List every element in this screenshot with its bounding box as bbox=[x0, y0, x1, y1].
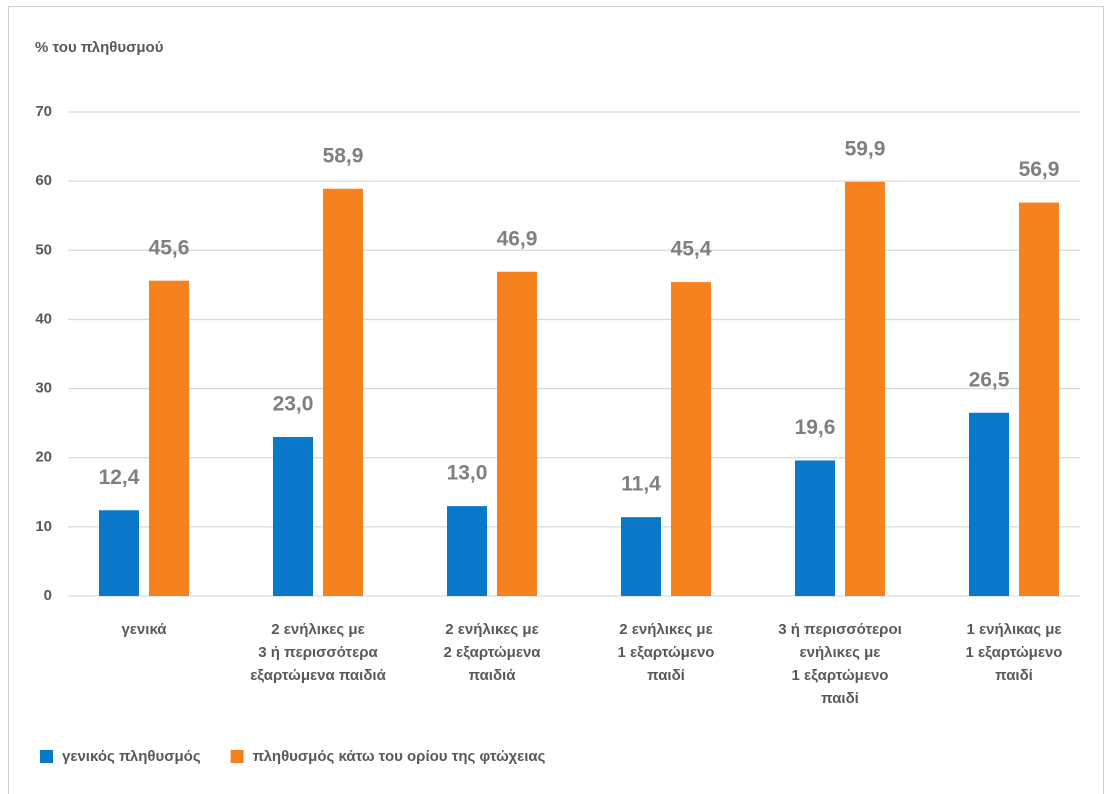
legend-label: γενικός πληθυσμός bbox=[62, 748, 201, 765]
bar bbox=[845, 181, 885, 596]
value-label: 46,9 bbox=[497, 227, 538, 250]
bar bbox=[447, 506, 487, 596]
bar bbox=[149, 280, 189, 596]
y-tick-label: 10 bbox=[35, 518, 52, 535]
value-label: 12,4 bbox=[99, 466, 140, 489]
legend-swatch bbox=[230, 750, 244, 763]
x-tick-label: 3 ή περισσότεροι ενήλικες με 1 εξαρτώμενο π… bbox=[778, 621, 902, 707]
value-label: 45,6 bbox=[149, 236, 190, 259]
value-label: 58,9 bbox=[323, 144, 364, 167]
y-tick-label: 60 bbox=[35, 172, 52, 189]
value-label: 56,9 bbox=[1019, 158, 1060, 181]
value-label: 19,6 bbox=[795, 416, 836, 439]
bar bbox=[1019, 202, 1059, 596]
x-tick-label: 1 ενήλικας με 1 εξαρτώμενο παιδί bbox=[966, 621, 1063, 684]
value-label: 23,0 bbox=[273, 393, 314, 416]
bar bbox=[795, 460, 835, 596]
y-tick-label: 30 bbox=[35, 380, 52, 397]
frame bbox=[8, 6, 1104, 794]
legend-label: πληθυσμός κάτω του ορίου της φτώχειας bbox=[253, 748, 546, 765]
bar bbox=[969, 412, 1009, 596]
bar bbox=[99, 510, 139, 596]
x-tick-label: 2 ενήλικες με 2 εξαρτώμενα παιδιά bbox=[443, 621, 541, 684]
x-tick-label: 2 ενήλικες με 3 ή περισσότερα εξαρτώμενα π… bbox=[250, 621, 386, 684]
value-label: 11,4 bbox=[621, 473, 661, 496]
x-tick-label: 2 ενήλικες με 1 εξαρτώμενο παιδί bbox=[618, 621, 715, 684]
y-tick-label: 70 bbox=[35, 103, 52, 120]
bar bbox=[497, 271, 537, 596]
y-axis-title: % του πληθυσμού bbox=[35, 39, 164, 56]
y-tick-label: 50 bbox=[35, 241, 52, 258]
bar bbox=[273, 436, 313, 596]
bar bbox=[671, 282, 711, 596]
legend-swatch bbox=[40, 750, 53, 763]
value-label: 59,9 bbox=[845, 137, 886, 160]
value-label: 13,0 bbox=[447, 462, 488, 485]
x-tick-label: γενικά bbox=[121, 621, 167, 638]
y-tick-label: 0 bbox=[44, 587, 52, 604]
value-label: 26,5 bbox=[969, 368, 1010, 391]
value-label: 45,4 bbox=[671, 238, 712, 261]
bar bbox=[621, 517, 661, 596]
y-tick-label: 20 bbox=[35, 449, 52, 466]
y-tick-label: 40 bbox=[35, 310, 52, 327]
bar bbox=[323, 188, 363, 596]
